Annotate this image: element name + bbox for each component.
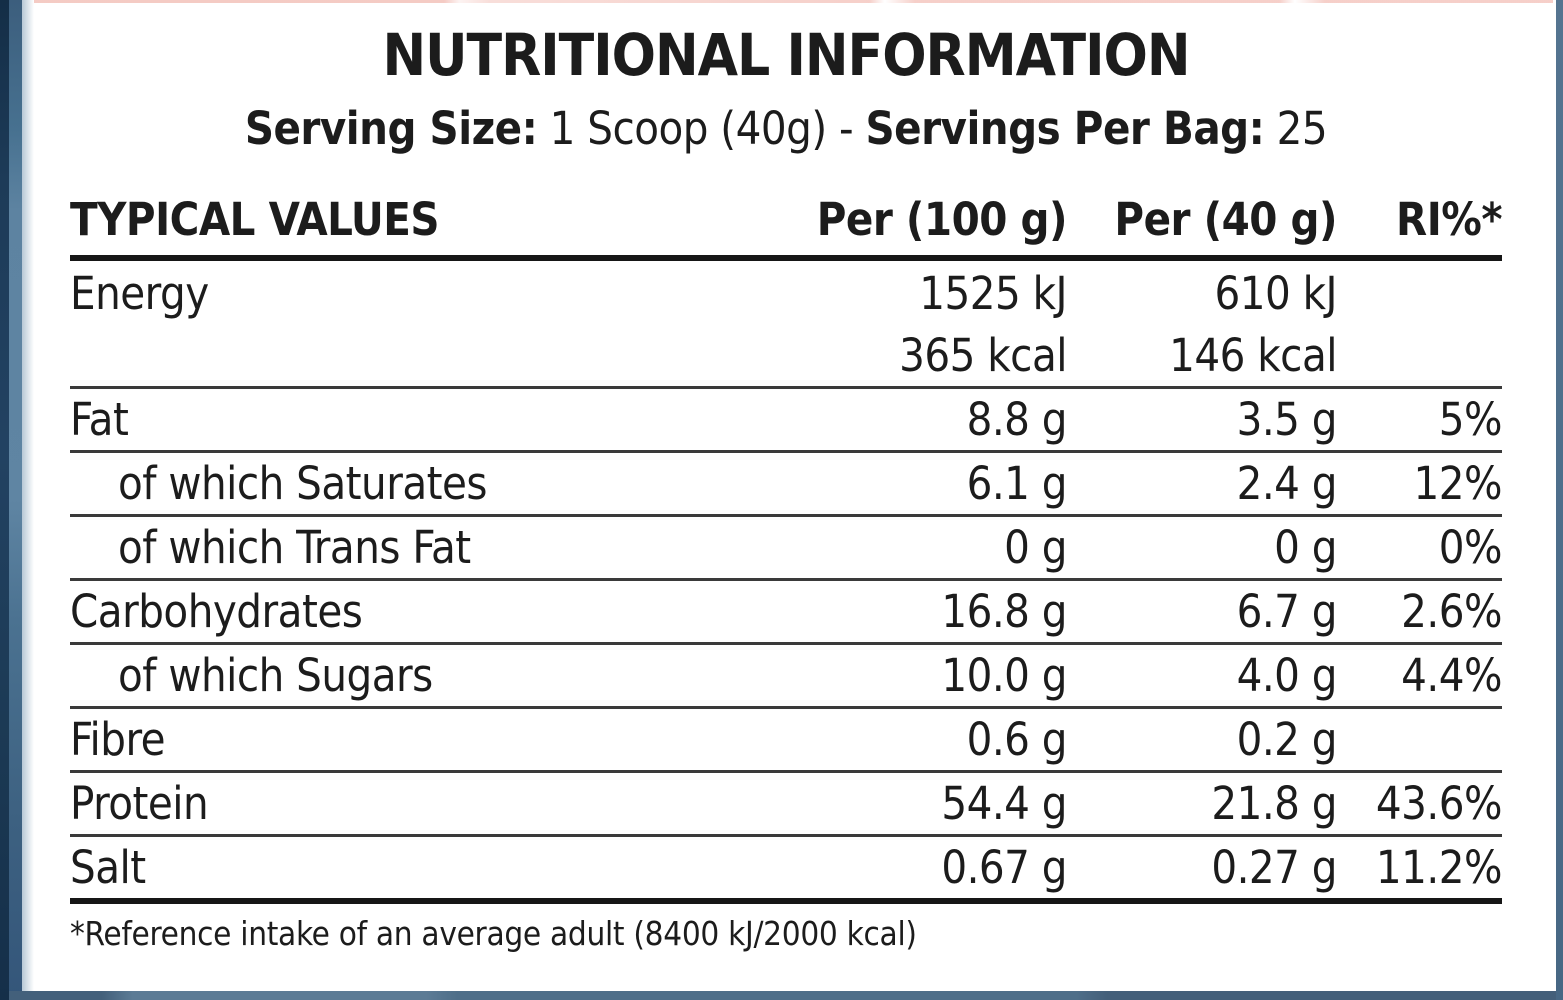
- row-label: Fat: [70, 393, 129, 447]
- row-label: Protein: [70, 777, 209, 831]
- table-header-row: TYPICAL VALUES Per (100 g) Per (40 g) RI…: [70, 187, 1503, 262]
- row-value-per-100g: 8.8 g: [966, 393, 1068, 447]
- row-label: Fibre: [70, 713, 166, 767]
- header-ri-percent: RI%*: [1396, 193, 1502, 247]
- row-value-ri-percent: 43.6%: [1375, 777, 1503, 831]
- row-label: of which Trans Fat: [118, 521, 471, 575]
- row-value-ri-percent: 11.2%: [1375, 841, 1503, 895]
- row-value-per-40g: 6.7 g: [1236, 585, 1338, 639]
- left-frame-fade: [22, 0, 34, 1000]
- row-value-ri-percent: 5%: [1438, 393, 1503, 447]
- table-row: Protein 54.4 g 21.8 g 43.6%: [70, 773, 1503, 838]
- table-row: Salt 0.67 g 0.27 g 11.2%: [70, 837, 1503, 905]
- left-frame-inner-stripe: [9, 0, 22, 1000]
- table-row: Fibre 0.6 g 0.2 g: [70, 709, 1502, 774]
- nutrition-panel: NUTRITIONAL INFORMATION Serving Size: 1 …: [70, 0, 1503, 954]
- row-value-per-100g: 1525 kJ: [919, 266, 1067, 320]
- row-value-per-40g: 610 kJ: [1214, 266, 1338, 320]
- table-rows: Energy 1525 kJ 610 kJ 365 kcal 146 kcal …: [70, 261, 1503, 905]
- panel-title: NUTRITIONAL INFORMATION: [382, 21, 1190, 89]
- row-label: of which Saturates: [118, 457, 488, 511]
- serving-line: Serving Size: 1 Scoop (40g) - Servings P…: [70, 104, 1502, 154]
- row-value-ri-percent: 0%: [1438, 521, 1503, 575]
- top-edge-artifact: [34, 0, 1553, 3]
- row-value-per-100g: 16.8 g: [941, 585, 1067, 639]
- table-row: Energy 1525 kJ 610 kJ: [70, 261, 1502, 325]
- row-value-per-40g: 0.2 g: [1236, 713, 1338, 767]
- table-row: Carbohydrates 16.8 g 6.7 g 2.6%: [70, 581, 1503, 646]
- row-value-per-100g: 0 g: [1004, 521, 1067, 575]
- row-value-per-40g: 3.5 g: [1236, 393, 1338, 447]
- table-row: of which Trans Fat 0 g 0 g 0%: [70, 517, 1503, 582]
- row-value-per-100g: 6.1 g: [966, 457, 1068, 511]
- row-label: Energy: [70, 266, 209, 320]
- servings-per-bag-value: 25: [1264, 101, 1328, 155]
- nutrition-table: TYPICAL VALUES Per (100 g) Per (40 g) RI…: [70, 187, 1503, 905]
- reference-intake-footnote: *Reference intake of an average adult (8…: [70, 914, 917, 954]
- row-value-per-40g: 146 kcal: [1169, 329, 1337, 383]
- row-label: of which Sugars: [118, 649, 433, 703]
- row-value-per-100g: 54.4 g: [941, 777, 1067, 831]
- row-label: Carbohydrates: [70, 585, 363, 639]
- bottom-frame-stripe: [9, 991, 1556, 1000]
- serving-size-value: 1 Scoop (40g) -: [537, 101, 866, 155]
- table-row: of which Saturates 6.1 g 2.4 g 12%: [70, 453, 1503, 518]
- left-frame-outer-stripe: [0, 0, 9, 1000]
- row-value-per-100g: 10.0 g: [941, 649, 1067, 703]
- right-frame-stripe: [1556, 0, 1563, 1000]
- row-value-per-40g: 0 g: [1274, 521, 1337, 575]
- row-value-ri-percent: 4.4%: [1401, 649, 1502, 703]
- table-row: 365 kcal 146 kcal: [70, 325, 1502, 390]
- table-row: Fat 8.8 g 3.5 g 5%: [70, 389, 1503, 454]
- header-per-40g: Per (40 g): [1114, 193, 1337, 247]
- serving-size-label: Serving Size:: [244, 101, 538, 155]
- row-value-per-100g: 365 kcal: [899, 329, 1067, 383]
- row-label: Salt: [70, 841, 146, 895]
- row-value-per-40g: 21.8 g: [1211, 777, 1337, 831]
- row-value-per-100g: 0.6 g: [966, 713, 1068, 767]
- servings-per-bag-label: Servings Per Bag:: [865, 101, 1265, 155]
- row-value-per-100g: 0.67 g: [941, 841, 1067, 895]
- table-row: of which Sugars 10.0 g 4.0 g 4.4%: [70, 645, 1503, 710]
- row-value-per-40g: 2.4 g: [1236, 457, 1338, 511]
- header-per-100g: Per (100 g): [816, 193, 1068, 247]
- row-value-per-40g: 0.27 g: [1211, 841, 1337, 895]
- row-value-per-40g: 4.0 g: [1236, 649, 1338, 703]
- row-value-ri-percent: 2.6%: [1401, 585, 1502, 639]
- header-typical-values: TYPICAL VALUES: [70, 193, 440, 247]
- row-value-ri-percent: 12%: [1413, 457, 1503, 511]
